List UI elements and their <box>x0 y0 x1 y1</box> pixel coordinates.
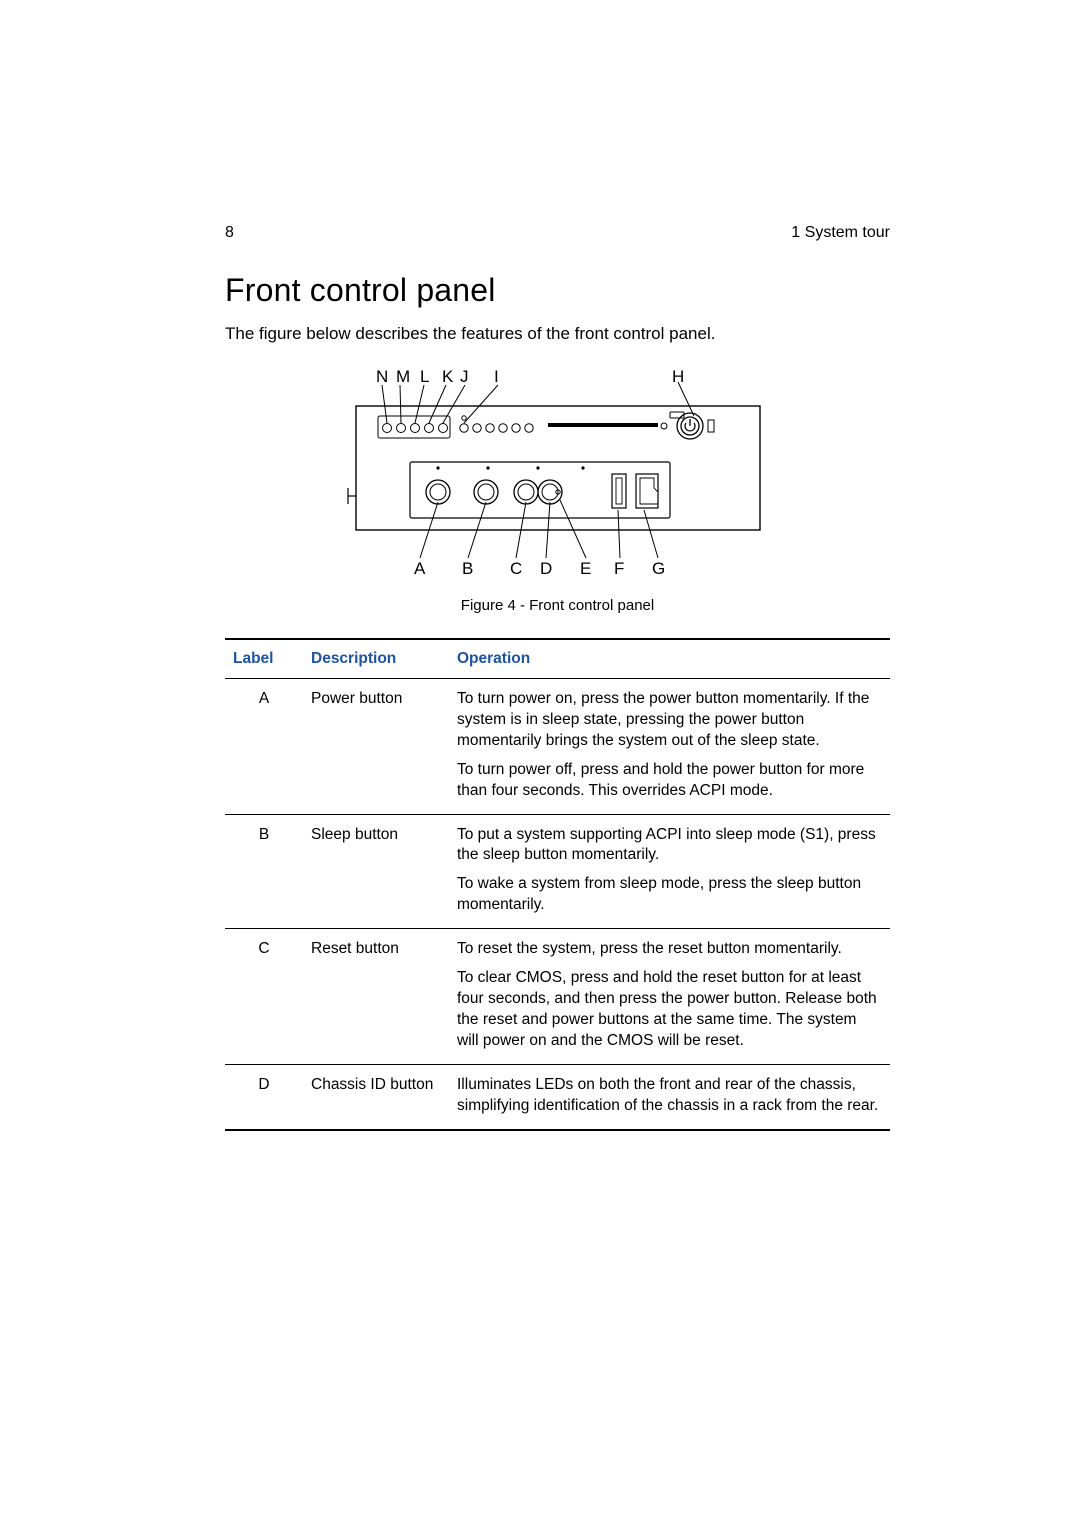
led-icon <box>424 423 433 432</box>
led-row-2 <box>459 416 532 432</box>
led-icon <box>382 423 391 432</box>
cell-description: Reset button <box>303 929 449 1065</box>
page-title: Front control panel <box>225 272 890 309</box>
label-D: D <box>540 559 552 578</box>
cell-operation: To turn power on, press the power button… <box>449 678 890 814</box>
label-F: F <box>614 559 624 578</box>
cell-label: A <box>225 678 303 814</box>
cell-operation: Illuminates LEDs on both the front and r… <box>449 1064 890 1129</box>
round-buttons <box>426 480 562 504</box>
label-B: B <box>462 559 473 578</box>
label-J: J <box>460 368 469 386</box>
operation-paragraph: To wake a system from sleep mode, press … <box>457 874 882 916</box>
port-g-icon <box>636 474 658 508</box>
port-f-icon <box>612 474 626 508</box>
cell-description: Chassis ID button <box>303 1064 449 1129</box>
operation-paragraph: To turn power on, press the power button… <box>457 689 882 752</box>
operation-paragraph: To turn power off, press and hold the po… <box>457 760 882 802</box>
description-table: Label Description Operation APower butto… <box>225 638 890 1131</box>
screw-dot <box>581 466 584 469</box>
screw-dot <box>486 466 489 469</box>
document-page: 8 1 System tour Front control panel The … <box>0 0 1080 1528</box>
th-label: Label <box>225 639 303 679</box>
label-M: M <box>396 368 410 386</box>
operation-paragraph: Illuminates LEDs on both the front and r… <box>457 1075 882 1117</box>
th-operation: Operation <box>449 639 890 679</box>
label-K: K <box>442 368 454 386</box>
cell-operation: To reset the system, press the reset but… <box>449 929 890 1065</box>
section-name: 1 System tour <box>791 224 890 242</box>
led-icon <box>410 423 419 432</box>
port-g-inner <box>640 478 658 504</box>
front-panel-diagram: NMLKJIH ABCDEFG <box>338 368 778 578</box>
cell-label: D <box>225 1064 303 1129</box>
label-N: N <box>376 368 388 386</box>
id-button-icon <box>670 412 684 418</box>
page-header: 8 1 System tour <box>225 224 890 242</box>
operation-paragraph: To reset the system, press the reset but… <box>457 939 882 960</box>
top-labels: NMLKJIH <box>376 368 684 386</box>
table-row: BSleep buttonTo put a system supporting … <box>225 814 890 929</box>
led-icon <box>511 424 519 432</box>
led-row-1 <box>382 423 447 432</box>
cell-operation: To put a system supporting ACPI into sle… <box>449 814 890 929</box>
led-icon <box>472 424 480 432</box>
operation-paragraph: To clear CMOS, press and hold the reset … <box>457 968 882 1052</box>
th-description: Description <box>303 639 449 679</box>
cell-description: Power button <box>303 678 449 814</box>
label-I: I <box>494 368 499 386</box>
screw-dot <box>536 466 539 469</box>
port-f-inner <box>616 478 622 504</box>
intro-text: The figure below describes the features … <box>225 323 890 346</box>
top-leaders <box>382 382 694 423</box>
table-row: APower buttonTo turn power on, press the… <box>225 678 890 814</box>
led-icon <box>459 424 467 432</box>
round-button-inner <box>518 484 534 500</box>
label-C: C <box>510 559 522 578</box>
bottom-leaders <box>420 500 658 558</box>
label-E: E <box>580 559 591 578</box>
label-L: L <box>420 368 429 386</box>
label-G: G <box>652 559 665 578</box>
label-A: A <box>414 559 426 578</box>
table-row: DChassis ID buttonIlluminates LEDs on bo… <box>225 1064 890 1129</box>
lower-subpanel <box>410 462 670 518</box>
cell-description: Sleep button <box>303 814 449 929</box>
led-group-1 <box>378 416 450 438</box>
figure-caption: Figure 4 - Front control panel <box>225 597 890 614</box>
operation-paragraph: To put a system supporting ACPI into sle… <box>457 825 882 867</box>
table-header-row: Label Description Operation <box>225 639 890 679</box>
table-row: CReset button To reset the system, press … <box>225 929 890 1065</box>
led-icon <box>438 423 447 432</box>
figure-wrap: NMLKJIH ABCDEFG <box>225 368 890 583</box>
cell-label: C <box>225 929 303 1065</box>
led-icon <box>461 416 465 420</box>
cell-label: B <box>225 814 303 929</box>
small-led-icon <box>661 423 667 429</box>
led-icon <box>396 423 405 432</box>
screw-dot <box>436 466 439 469</box>
slot-bar <box>548 423 658 427</box>
led-icon <box>485 424 493 432</box>
round-button-inner <box>478 484 494 500</box>
aux-connector-icon <box>708 420 714 432</box>
led-icon <box>524 424 532 432</box>
page-number: 8 <box>225 224 234 242</box>
bottom-labels: A B CD E F G <box>414 559 665 578</box>
led-icon <box>498 424 506 432</box>
round-button-inner <box>430 484 446 500</box>
